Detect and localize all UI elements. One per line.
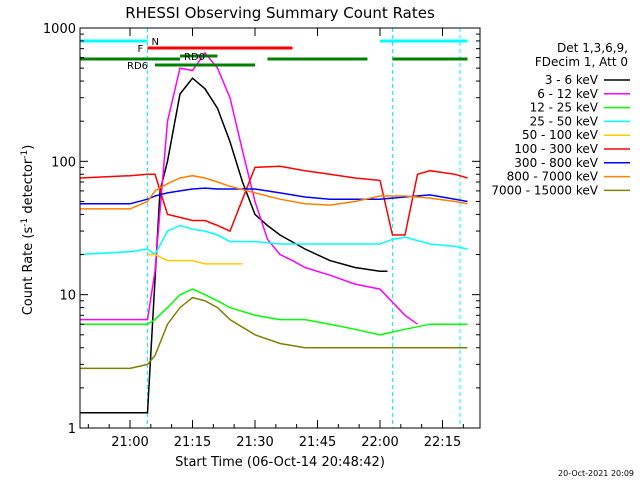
y-label-suffix: ) [21, 145, 36, 150]
legend-header-1: Det 1,3,6,9, [557, 41, 628, 55]
legend-label: 800 - 7000 keV [507, 170, 599, 184]
y-tick-label: 1 [68, 422, 76, 437]
legend-label: 6 - 12 keV [537, 87, 599, 101]
x-tick-label: 21:30 [236, 435, 273, 450]
legend-label: 300 - 800 keV [514, 156, 598, 170]
series-line-8 [80, 174, 468, 210]
flag-label: RD0 [184, 52, 205, 63]
series-line-2 [80, 51, 418, 325]
plot-frame [79, 27, 481, 429]
y-tick-label: 10 [59, 289, 76, 304]
footer-timestamp: 20-Oct-2021 20:09 [558, 469, 634, 478]
y-axis-label: Count Rate (s-1 detector-1) [20, 145, 36, 316]
y-label-sup2: -1 [20, 150, 30, 159]
y-axis: 1 10 100 1000 [43, 22, 480, 437]
series-line-1 [80, 77, 388, 414]
legend-label: 3 - 6 keV [545, 73, 599, 87]
legend: Det 1,3,6,9, FDecim 1, Att 0 3 - 6 keV6 … [491, 41, 630, 197]
series-line-4 [79, 224, 468, 256]
chart-title: RHESSI Observing Summary Count Rates [125, 4, 435, 22]
flag-label: RD6 [127, 61, 148, 72]
legend-header-2: FDecim 1, Att 0 [535, 55, 628, 69]
legend-label: 100 - 300 keV [514, 142, 598, 156]
legend-label: 12 - 25 keV [530, 101, 599, 115]
x-axis: 21:00 21:15 21:30 21:45 22:00 22:15 [87, 28, 464, 450]
y-label-sup1: -1 [20, 218, 30, 227]
y-tick-label: 100 [51, 155, 76, 170]
legend-label: 25 - 50 keV [530, 114, 599, 128]
flag-label: N [152, 37, 159, 48]
x-axis-label: Start Time (06-Oct-14 20:48:42) [175, 455, 385, 470]
x-tick-label: 22:15 [424, 435, 461, 450]
x-tick-label: 21:45 [299, 435, 336, 450]
series-line-3 [80, 288, 468, 336]
y-label-prefix: Count Rate (s [21, 227, 36, 316]
x-tick-label: 22:00 [361, 435, 398, 450]
legend-label: 7000 - 15000 keV [491, 183, 598, 197]
y-tick-label: 1000 [43, 22, 76, 37]
x-tick-label: 21:00 [111, 435, 148, 450]
series-line-9 [80, 296, 468, 370]
legend-label: 50 - 100 keV [522, 128, 599, 142]
series-line-5 [147, 253, 243, 265]
y-label-mid: detector [21, 158, 36, 218]
flag-label: F [138, 44, 144, 55]
plot-area: NF RD0 RD6 [79, 27, 481, 429]
x-tick-label: 21:15 [174, 435, 211, 450]
